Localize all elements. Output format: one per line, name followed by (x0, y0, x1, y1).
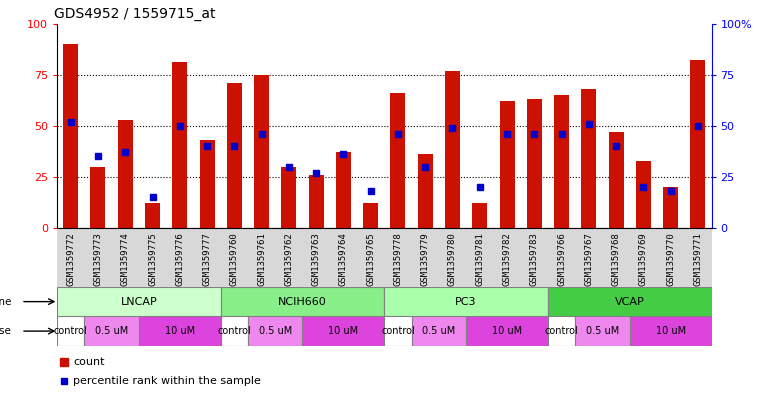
Bar (575, 316, 630, 346)
Text: GSM1359766: GSM1359766 (557, 233, 566, 286)
Bar (473, 204, 487, 228)
Bar (363, 204, 378, 228)
Bar (466, 316, 548, 346)
Bar (84, 316, 139, 346)
Text: GSM1359777: GSM1359777 (202, 233, 212, 286)
Text: GSM1359760: GSM1359760 (230, 233, 239, 286)
Text: VCAP: VCAP (615, 297, 645, 307)
Text: GSM1359763: GSM1359763 (312, 233, 320, 286)
Text: 0.5 uM: 0.5 uM (586, 326, 619, 336)
Text: percentile rank within the sample: percentile rank within the sample (73, 376, 261, 386)
Text: GSM1359783: GSM1359783 (530, 233, 539, 286)
Bar (139, 316, 221, 346)
Bar (145, 204, 160, 228)
Text: GSM1359769: GSM1359769 (639, 233, 648, 286)
Text: 10 uM: 10 uM (492, 326, 522, 336)
Bar (384, 316, 412, 346)
Text: GSM1359764: GSM1359764 (339, 233, 348, 286)
Text: 0.5 uM: 0.5 uM (95, 326, 129, 336)
Text: GSM1359780: GSM1359780 (448, 233, 457, 286)
Text: 10 uM: 10 uM (164, 326, 195, 336)
Text: GSM1359778: GSM1359778 (393, 233, 403, 286)
Bar (248, 316, 303, 346)
Bar (690, 61, 705, 228)
Text: GSM1359773: GSM1359773 (94, 233, 103, 286)
Bar (554, 95, 569, 228)
Bar (636, 160, 651, 228)
Bar (309, 175, 323, 228)
Bar (91, 167, 106, 228)
Text: PC3: PC3 (455, 297, 477, 307)
Text: NCIH660: NCIH660 (278, 297, 327, 307)
Bar (548, 316, 575, 346)
Text: GSM1359768: GSM1359768 (612, 233, 620, 286)
Text: GSM1359767: GSM1359767 (584, 233, 594, 286)
Text: dose: dose (0, 326, 11, 336)
Bar (630, 316, 712, 346)
Text: control: control (54, 326, 88, 336)
Bar (227, 83, 242, 228)
Text: 10 uM: 10 uM (328, 326, 358, 336)
Bar (418, 154, 433, 228)
Text: GSM1359761: GSM1359761 (257, 233, 266, 286)
Bar (199, 140, 215, 228)
Text: GSM1359770: GSM1359770 (666, 233, 675, 286)
Bar (527, 99, 542, 228)
Text: GSM1359775: GSM1359775 (148, 233, 157, 286)
Text: GSM1359772: GSM1359772 (66, 233, 75, 286)
Text: 10 uM: 10 uM (655, 326, 686, 336)
Bar (254, 75, 269, 228)
Text: control: control (218, 326, 251, 336)
Bar (118, 119, 132, 228)
Text: 0.5 uM: 0.5 uM (259, 326, 292, 336)
Bar (609, 132, 623, 228)
Bar (663, 187, 678, 228)
Text: GSM1359765: GSM1359765 (366, 233, 375, 286)
Text: GSM1359771: GSM1359771 (693, 233, 702, 286)
Text: GSM1359782: GSM1359782 (502, 233, 511, 286)
Bar (303, 316, 384, 346)
Bar (548, 287, 712, 316)
Bar (221, 287, 384, 316)
Bar (221, 316, 248, 346)
Bar (63, 44, 78, 228)
Bar (499, 101, 514, 228)
Bar (390, 93, 406, 228)
Bar (384, 287, 548, 316)
Text: cell line: cell line (0, 297, 11, 307)
Bar (172, 62, 187, 228)
Text: GSM1359779: GSM1359779 (421, 233, 430, 286)
Bar (581, 89, 597, 228)
Bar (57, 316, 84, 346)
Text: GSM1359781: GSM1359781 (476, 233, 484, 286)
Text: 0.5 uM: 0.5 uM (422, 326, 456, 336)
Text: count: count (73, 357, 105, 367)
Text: LNCAP: LNCAP (120, 297, 158, 307)
Text: control: control (381, 326, 415, 336)
Bar (57, 287, 221, 316)
Bar (282, 167, 296, 228)
Bar (336, 152, 351, 228)
Text: GSM1359776: GSM1359776 (175, 233, 184, 286)
Text: control: control (545, 326, 578, 336)
Text: GSM1359774: GSM1359774 (121, 233, 129, 286)
Bar (445, 71, 460, 228)
Bar (412, 316, 466, 346)
Text: GDS4952 / 1559715_at: GDS4952 / 1559715_at (54, 7, 215, 21)
Text: GSM1359762: GSM1359762 (285, 233, 293, 286)
